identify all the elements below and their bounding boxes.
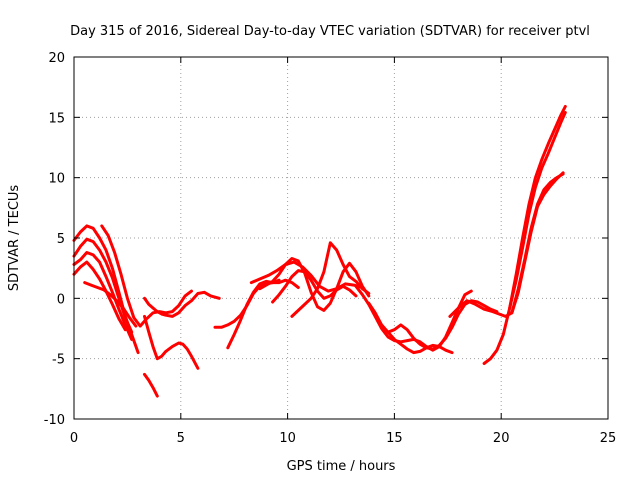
y-axis-label: SDTVAR / TECUs — [7, 185, 22, 292]
series-arc-22 — [510, 172, 565, 315]
y-tick-label: 20 — [48, 51, 65, 66]
x-tick-label: 25 — [600, 431, 617, 446]
x-tick-label: 0 — [70, 431, 78, 446]
series-arc-20 — [482, 105, 567, 365]
series-arc-9 — [143, 372, 159, 398]
y-tick-label: -5 — [52, 353, 65, 368]
series-arc-14 — [271, 269, 358, 304]
y-tick-label: -10 — [44, 413, 65, 428]
tick-layer: 0 5 10 15 20 25 -10 -5 0 5 10 15 20 — [44, 51, 617, 446]
x-axis-label: GPS time / hours — [287, 459, 396, 474]
series-arc-3 — [72, 251, 134, 341]
series-arc-12 — [249, 260, 364, 293]
x-tick-label: 15 — [386, 431, 403, 446]
series-arc-8 — [143, 290, 221, 318]
y-tick-label: 15 — [48, 111, 65, 126]
series-arc-6 — [83, 281, 138, 328]
chart-title: Day 315 of 2016, Sidereal Day-to-day VTE… — [70, 24, 590, 39]
series-arc-7 — [143, 314, 200, 370]
y-tick-label: 0 — [57, 292, 65, 307]
series-arc-18 — [386, 330, 454, 355]
series-arc-11 — [226, 278, 300, 350]
series-arc-15 — [290, 241, 371, 318]
series-arc-13 — [258, 257, 371, 312]
x-tick-label: 10 — [279, 431, 296, 446]
x-tick-label: 5 — [177, 431, 185, 446]
y-tick-label: 10 — [48, 172, 65, 187]
series-arc-16 — [354, 284, 473, 352]
series-arc-21 — [508, 111, 567, 310]
series-arc-17 — [367, 299, 499, 351]
x-tick-label: 20 — [493, 431, 510, 446]
y-tick-label: 5 — [57, 232, 65, 247]
grid-layer — [74, 57, 608, 419]
series-layer — [72, 105, 567, 398]
series-arc-4 — [72, 260, 127, 332]
